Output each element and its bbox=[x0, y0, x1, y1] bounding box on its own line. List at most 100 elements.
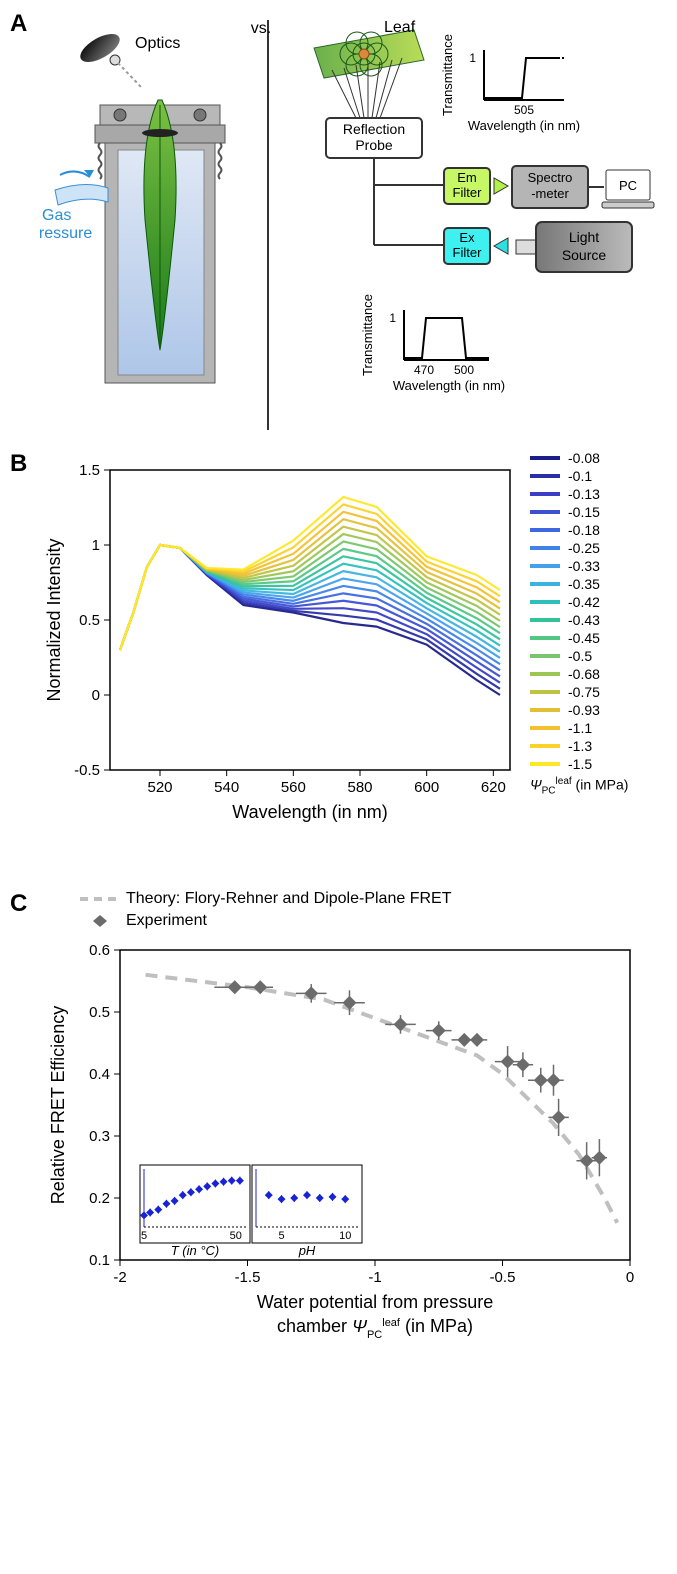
legend-swatch bbox=[530, 636, 560, 640]
reflection-setup-svg: Leaf Reflection Probe E bbox=[284, 20, 677, 420]
svg-text:0.2: 0.2 bbox=[89, 1190, 110, 1207]
panel-c-chart: -2-1.5-1-0.500.10.20.30.40.50.6Water pot… bbox=[40, 940, 650, 1340]
em-filter-2: Filter bbox=[453, 185, 483, 200]
svg-text:Wavelength (in nm): Wavelength (in nm) bbox=[232, 802, 387, 822]
svg-text:0: 0 bbox=[92, 687, 100, 704]
svg-text:1: 1 bbox=[92, 537, 100, 554]
svg-text:600: 600 bbox=[414, 779, 439, 796]
legend-swatch bbox=[530, 510, 560, 514]
light-source-2: Source bbox=[562, 247, 607, 263]
panel-b-legend: -0.08-0.1-0.13-0.15-0.18-0.25-0.33-0.35-… bbox=[520, 450, 667, 830]
svg-text:-0.5: -0.5 bbox=[74, 762, 100, 779]
svg-text:5: 5 bbox=[278, 1230, 284, 1242]
legend-value: -0.25 bbox=[568, 540, 600, 556]
minichart-bot-xtick1: 470 bbox=[414, 363, 434, 377]
legend-swatch bbox=[530, 582, 560, 586]
legend-swatch bbox=[530, 708, 560, 712]
light-source-1: Light bbox=[569, 229, 599, 245]
pressure-chamber-svg: Optics Gas pressure bbox=[40, 20, 260, 410]
optics-label: Optics bbox=[135, 35, 180, 52]
minichart-bot-xtick2: 500 bbox=[454, 363, 474, 377]
legend-value: -0.42 bbox=[568, 594, 600, 610]
legend-value: -0.68 bbox=[568, 666, 600, 682]
legend-item: -0.33 bbox=[530, 558, 667, 574]
theory-legend-text: Theory: Flory-Rehner and Dipole-Plane FR… bbox=[126, 890, 451, 908]
legend-swatch bbox=[530, 474, 560, 478]
svg-text:-1.5: -1.5 bbox=[235, 1269, 261, 1286]
svg-text:Water potential from pressure: Water potential from pressure bbox=[257, 1292, 493, 1312]
legend-swatch bbox=[530, 762, 560, 766]
svg-text:520: 520 bbox=[147, 779, 172, 796]
legend-swatch bbox=[530, 618, 560, 622]
panel-b-chart: 520 540 560 580 600 620 -0.5 0 0.5 1 1.5 Wavelength… bbox=[40, 450, 520, 830]
svg-text:1.5: 1.5 bbox=[79, 462, 100, 479]
svg-text:-2: -2 bbox=[113, 1269, 126, 1286]
legend-value: -0.35 bbox=[568, 576, 600, 592]
minichart-bot-ylabel: Transmittance bbox=[360, 294, 375, 376]
legend-value: -0.45 bbox=[568, 630, 600, 646]
minichart-top-ytick: 1 bbox=[469, 51, 476, 65]
svg-text:560: 560 bbox=[281, 779, 306, 796]
legend-value: -0.93 bbox=[568, 702, 600, 718]
svg-text:540: 540 bbox=[214, 779, 239, 796]
legend-item: -0.68 bbox=[530, 666, 667, 682]
gas-label-2: pressure bbox=[40, 225, 92, 242]
panel-b-label: B bbox=[10, 450, 27, 478]
panel-c-label: C bbox=[10, 890, 27, 918]
legend-value: -1.1 bbox=[568, 720, 592, 736]
reflection-probe-1: Reflection bbox=[343, 121, 405, 137]
legend-value: -1.5 bbox=[568, 756, 592, 772]
panel-b: B 520 540 560 580 600 620 -0.5 0 0.5 1 1.5 Waveleng… bbox=[10, 450, 667, 870]
legend-value: -1.3 bbox=[568, 738, 592, 754]
legend-value: -0.13 bbox=[568, 486, 600, 502]
legend-item: -1.5 bbox=[530, 756, 667, 772]
svg-text:10: 10 bbox=[339, 1230, 351, 1242]
svg-text:0.5: 0.5 bbox=[89, 1004, 110, 1021]
svg-text:pH: pH bbox=[298, 1243, 316, 1258]
svg-text:T (in °C): T (in °C) bbox=[171, 1243, 220, 1258]
legend-value: -0.18 bbox=[568, 522, 600, 538]
legend-swatch bbox=[530, 546, 560, 550]
ex-filter-2: Filter bbox=[453, 245, 483, 260]
legend-item: -0.35 bbox=[530, 576, 667, 592]
svg-text:580: 580 bbox=[347, 779, 372, 796]
legend-item: -0.13 bbox=[530, 486, 667, 502]
legend-item: -0.15 bbox=[530, 504, 667, 520]
em-filter-1: Em bbox=[457, 170, 477, 185]
legend-value: -0.15 bbox=[568, 504, 600, 520]
legend-item: -0.42 bbox=[530, 594, 667, 610]
leaf-label: Leaf bbox=[384, 20, 416, 36]
svg-text:0.5: 0.5 bbox=[79, 612, 100, 629]
legend-item: -0.5 bbox=[530, 648, 667, 664]
svg-text:5: 5 bbox=[141, 1230, 147, 1242]
svg-text:50: 50 bbox=[230, 1230, 242, 1242]
svg-text:620: 620 bbox=[481, 779, 506, 796]
legend-value: -0.75 bbox=[568, 684, 600, 700]
svg-text:0: 0 bbox=[626, 1269, 634, 1286]
panel-a: A Optics bbox=[10, 10, 667, 430]
pc-label: PC bbox=[619, 178, 637, 193]
svg-text:-0.5: -0.5 bbox=[490, 1269, 516, 1286]
legend-swatch bbox=[530, 744, 560, 748]
legend-swatch bbox=[530, 672, 560, 676]
legend-swatch bbox=[530, 456, 560, 460]
panel-a-right-diagram: vs. bbox=[267, 20, 667, 430]
svg-text:0.1: 0.1 bbox=[89, 1252, 110, 1269]
legend-swatch bbox=[530, 564, 560, 568]
svg-text:Normalized Intensity: Normalized Intensity bbox=[44, 538, 64, 701]
legend-swatch bbox=[530, 726, 560, 730]
theory-line-icon bbox=[80, 893, 120, 905]
minichart-top-xlabel: Wavelength (in nm) bbox=[468, 118, 580, 133]
panel-a-label: A bbox=[10, 10, 27, 38]
legend-value: -0.33 bbox=[568, 558, 600, 574]
minichart-top-ylabel: Transmittance bbox=[440, 34, 455, 116]
vs-label: vs. bbox=[251, 20, 271, 38]
legend-item: -0.25 bbox=[530, 540, 667, 556]
minichart-bot-ytick: 1 bbox=[389, 311, 396, 325]
spectrometer-2: -meter bbox=[531, 186, 569, 201]
svg-text:0.3: 0.3 bbox=[89, 1128, 110, 1145]
legend-swatch bbox=[530, 654, 560, 658]
legend-item: -1.1 bbox=[530, 720, 667, 736]
spectrometer-1: Spectro bbox=[528, 170, 573, 185]
legend-item: -0.08 bbox=[530, 450, 667, 466]
